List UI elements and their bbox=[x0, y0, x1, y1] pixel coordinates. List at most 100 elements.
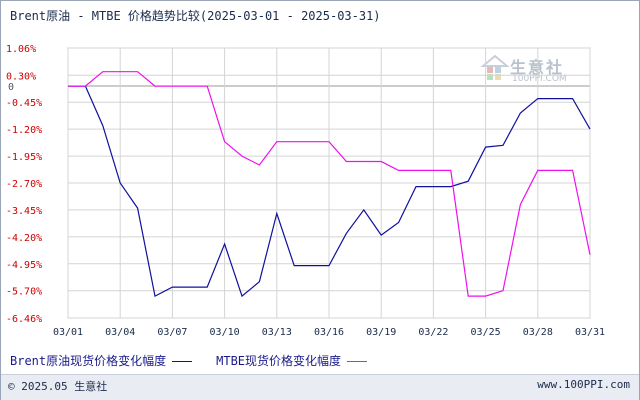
house-logo-icon bbox=[480, 54, 510, 80]
y-tick-label: -4.20% bbox=[6, 233, 42, 244]
data-point-mtbe bbox=[554, 169, 557, 172]
data-point-brent bbox=[206, 286, 209, 289]
data-point-mtbe bbox=[258, 164, 261, 167]
data-point-mtbe bbox=[571, 169, 574, 172]
x-tick-label: 03/25 bbox=[471, 327, 501, 338]
data-point-brent bbox=[345, 232, 348, 235]
data-point-mtbe bbox=[328, 140, 331, 143]
x-tick-label: 03/19 bbox=[366, 327, 396, 338]
legend-label-brent: Brent原油现货价格变化幅度 bbox=[10, 354, 167, 368]
data-point-brent bbox=[136, 207, 139, 210]
grid bbox=[67, 47, 591, 319]
y-tick-label: -4.95% bbox=[6, 260, 42, 271]
data-point-brent bbox=[397, 221, 400, 224]
data-point-mtbe bbox=[171, 85, 174, 88]
data-point-brent bbox=[310, 264, 313, 267]
watermark-url: 100PPI.COM bbox=[512, 74, 567, 84]
footer-website-link[interactable]: www.100PPI.com bbox=[537, 378, 630, 391]
data-point-brent bbox=[293, 264, 296, 267]
data-point-brent bbox=[554, 97, 557, 100]
data-point-mtbe bbox=[380, 160, 383, 163]
data-point-mtbe bbox=[432, 169, 435, 172]
data-point-brent bbox=[154, 295, 157, 298]
x-tick-label: 03/13 bbox=[262, 327, 292, 338]
data-point-brent bbox=[467, 180, 470, 183]
data-point-mtbe bbox=[536, 169, 539, 172]
data-point-brent bbox=[536, 97, 539, 100]
data-point-brent bbox=[119, 182, 122, 185]
data-point-brent bbox=[101, 124, 104, 127]
x-tick-label: 03/22 bbox=[418, 327, 448, 338]
y-tick-label: -1.20% bbox=[6, 125, 42, 136]
data-point-brent bbox=[380, 234, 383, 237]
data-point-mtbe bbox=[467, 295, 470, 298]
footer-bar bbox=[1, 374, 639, 400]
data-point-brent bbox=[275, 212, 278, 215]
watermark-name: 生意社 bbox=[510, 58, 565, 77]
data-point-mtbe bbox=[223, 140, 226, 143]
x-tick-label: 03/01 bbox=[53, 327, 83, 338]
x-tick-label: 03/28 bbox=[523, 327, 553, 338]
legend-swatch-brent bbox=[172, 361, 193, 362]
data-point-brent bbox=[484, 146, 487, 149]
data-point-brent bbox=[502, 144, 505, 147]
data-point-brent bbox=[432, 185, 435, 188]
y-tick-label: -2.70% bbox=[6, 179, 42, 190]
data-point-mtbe bbox=[310, 140, 313, 143]
footer-copyright: © 2025.05 生意社 bbox=[8, 380, 108, 393]
watermark: 生意社 100PPI.COM bbox=[480, 52, 575, 92]
y-tick-label: -3.45% bbox=[6, 206, 42, 217]
data-point-mtbe bbox=[67, 85, 70, 88]
data-point-mtbe bbox=[119, 70, 122, 73]
x-tick-label: 03/07 bbox=[157, 327, 187, 338]
data-point-mtbe bbox=[589, 253, 592, 256]
y-tick-label: 1.06% bbox=[6, 44, 36, 55]
y-tick-label: -6.46% bbox=[6, 314, 42, 325]
data-point-mtbe bbox=[84, 85, 87, 88]
data-point-brent bbox=[415, 185, 418, 188]
data-point-mtbe bbox=[397, 169, 400, 172]
data-point-brent bbox=[589, 128, 592, 131]
data-point-brent bbox=[188, 286, 191, 289]
y-tick-label: 0 bbox=[8, 82, 14, 93]
data-point-mtbe bbox=[206, 85, 209, 88]
legend-label-mtbe: MTBE现货价格变化幅度 bbox=[216, 354, 342, 368]
data-point-brent bbox=[449, 185, 452, 188]
x-tick-label: 03/31 bbox=[575, 327, 605, 338]
data-point-mtbe bbox=[415, 169, 418, 172]
x-tick-label: 03/10 bbox=[210, 327, 240, 338]
data-point-mtbe bbox=[502, 289, 505, 292]
chart-title: Brent原油 - MTBE 价格趋势比较(2025-03-01 - 2025-… bbox=[10, 9, 381, 23]
legend-swatch-mtbe bbox=[347, 361, 368, 362]
data-point-brent bbox=[362, 209, 365, 212]
series-layer bbox=[67, 70, 592, 298]
y-tick-label: -5.70% bbox=[6, 287, 42, 298]
series-line-brent bbox=[68, 85, 591, 298]
data-point-mtbe bbox=[362, 160, 365, 163]
data-point-mtbe bbox=[293, 140, 296, 143]
data-point-mtbe bbox=[154, 85, 157, 88]
data-point-mtbe bbox=[519, 203, 522, 206]
x-tick-label: 03/04 bbox=[105, 327, 135, 338]
axes: 1.06% 0.30%0 -0.45% -1.20% -1.95% -2.70% -3.45… bbox=[6, 44, 605, 338]
y-tick-label: -1.95% bbox=[6, 152, 42, 163]
data-point-brent bbox=[571, 97, 574, 100]
y-tick-label: -0.45% bbox=[6, 98, 42, 109]
data-point-brent bbox=[171, 286, 174, 289]
data-point-brent bbox=[223, 243, 226, 246]
data-point-mtbe bbox=[136, 70, 139, 73]
data-point-mtbe bbox=[484, 295, 487, 298]
data-point-mtbe bbox=[275, 140, 278, 143]
data-point-mtbe bbox=[101, 70, 104, 73]
y-tick-label: 0.30% bbox=[6, 71, 36, 82]
data-point-mtbe bbox=[241, 155, 244, 158]
data-point-brent bbox=[328, 264, 331, 267]
data-point-brent bbox=[241, 295, 244, 298]
data-point-mtbe bbox=[449, 169, 452, 172]
series-line-mtbe bbox=[68, 71, 591, 297]
x-tick-label: 03/16 bbox=[314, 327, 344, 338]
data-point-brent bbox=[519, 112, 522, 115]
data-point-mtbe bbox=[345, 160, 348, 163]
